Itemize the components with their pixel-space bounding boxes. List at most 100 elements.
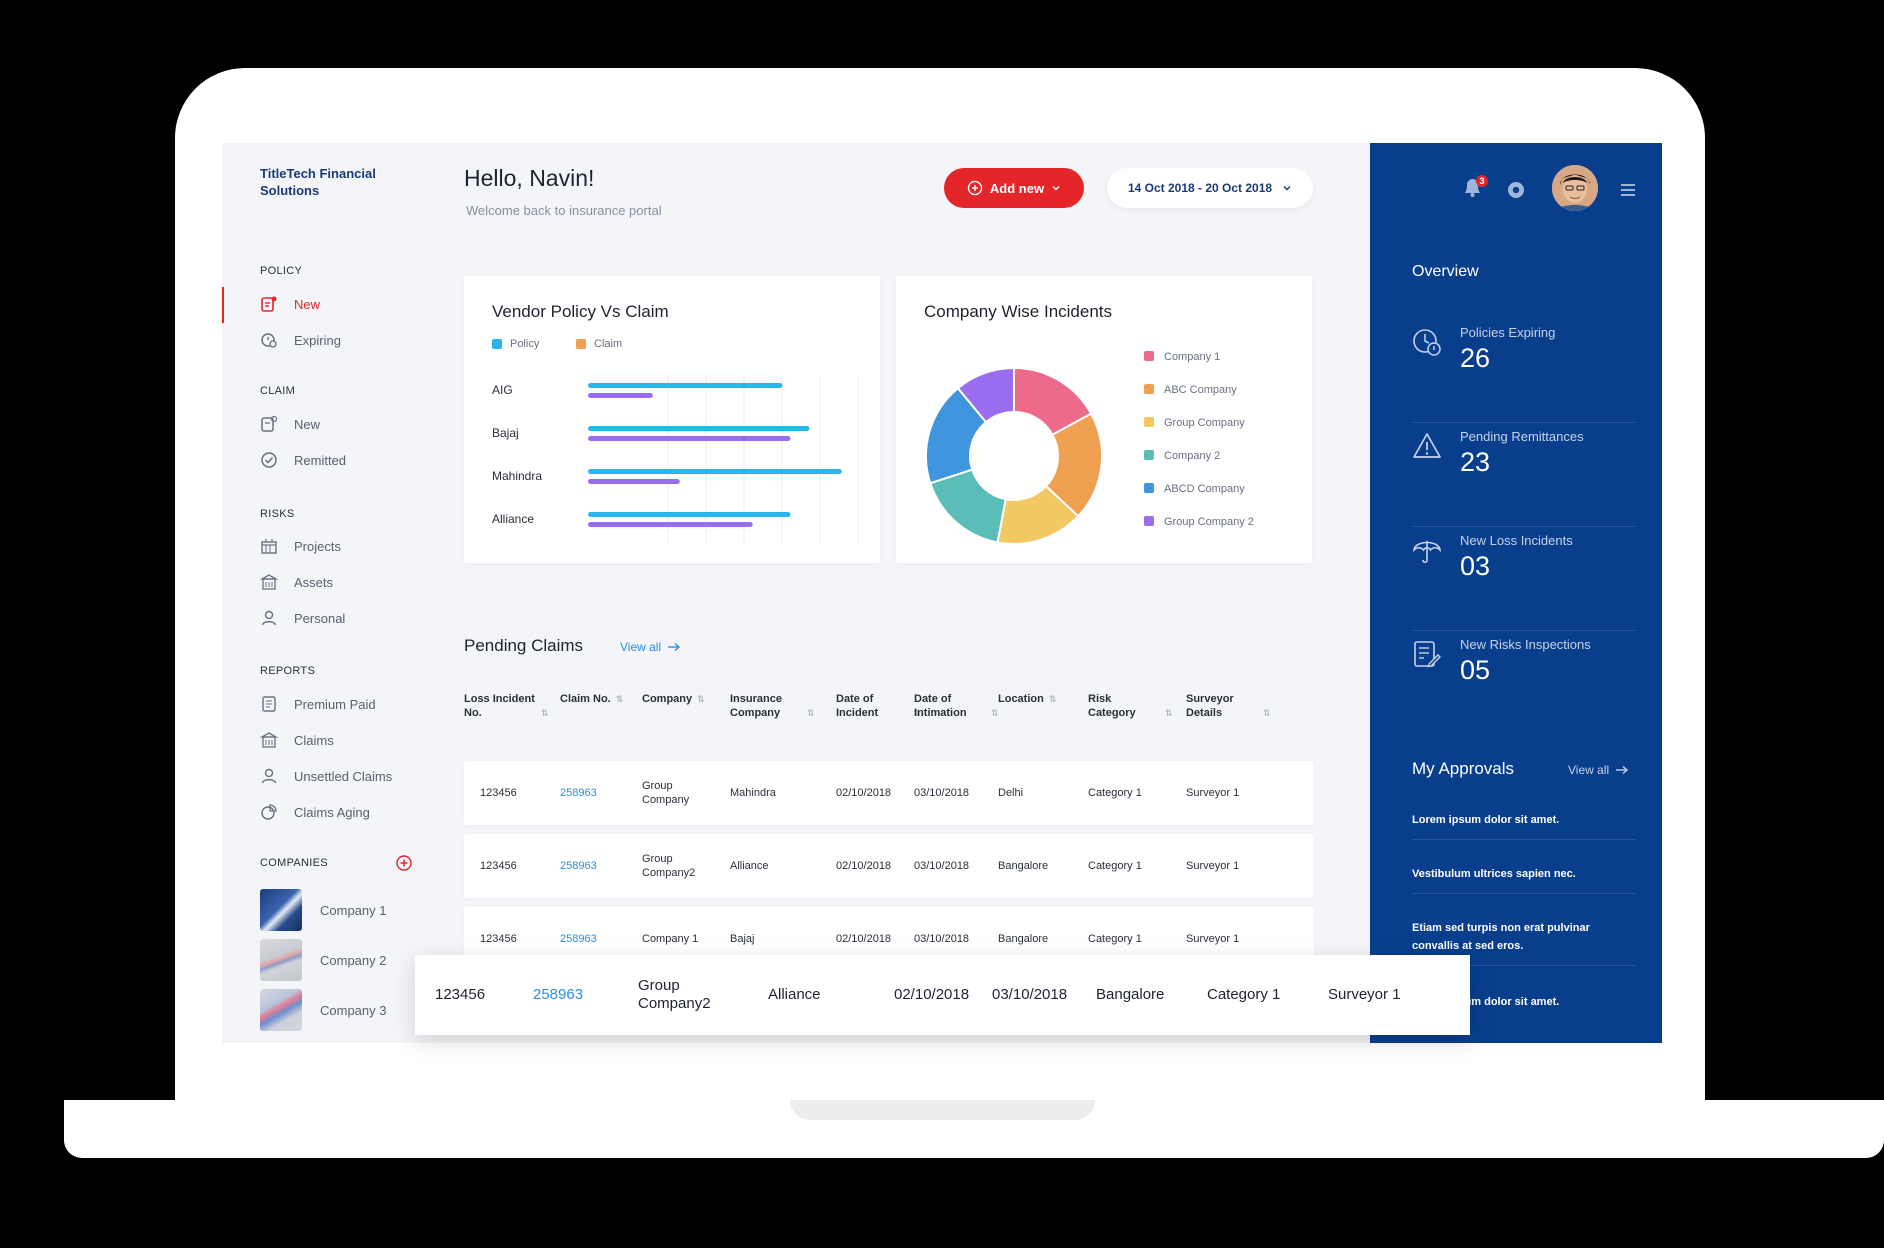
claim-number-link[interactable]: 258963 (560, 933, 597, 945)
chevron-down-icon (1052, 186, 1060, 191)
legend-swatch (492, 339, 502, 349)
sidebar-item-projects[interactable]: Projects (260, 535, 341, 557)
section-reports: REPORTS (260, 665, 316, 677)
company-item-1[interactable]: Company 1 (260, 889, 386, 931)
sort-icon: ⇅ (615, 694, 624, 704)
bar-claim-bajaj[interactable] (588, 436, 791, 441)
company-item-2[interactable]: Company 2 (260, 939, 386, 981)
legend-label: Policy (510, 338, 540, 350)
sidebar-item-personal[interactable]: Personal (260, 607, 345, 629)
sidebar-item-claim-remitted[interactable]: Remitted (260, 449, 346, 471)
column-header[interactable]: Loss Incident No. ⇅ (464, 692, 549, 720)
table-cell: Surveyor 1 (1328, 986, 1401, 1003)
bar-policy-bajaj[interactable] (588, 426, 810, 431)
sidebar-item-assets[interactable]: Assets (260, 571, 333, 593)
legend-label: Claim (594, 338, 623, 350)
stat-policies-expiring[interactable]: Policies Expiring 26 (1412, 319, 1636, 423)
bar-policy-aig[interactable] (588, 383, 783, 388)
column-header[interactable]: Insurance Company ⇅ (730, 692, 815, 720)
stat-pending-remittances[interactable]: Pending Remittances 23 (1412, 423, 1636, 527)
table-cell: Category 1 (1207, 986, 1281, 1003)
table-cell: 03/10/2018 (992, 986, 1068, 1003)
claim-number-link[interactable]: 258963 (560, 860, 597, 872)
table-cell: 03/10/2018 (914, 787, 970, 799)
bar-policy-mahindra[interactable] (588, 469, 842, 474)
column-header[interactable]: Risk Category ⇅ (1088, 692, 1173, 720)
projects-icon (260, 537, 278, 555)
column-header[interactable]: Location ⇅ (998, 692, 1056, 706)
user-avatar[interactable] (1552, 165, 1598, 211)
table-cell: Surveyor 1 (1186, 787, 1240, 799)
claim-number-link[interactable]: 258963 (560, 787, 597, 799)
bar-claim-alliance[interactable] (588, 522, 753, 527)
table-cell: Bajaj (730, 933, 755, 945)
sidebar-item-label: Premium Paid (294, 696, 376, 712)
remitted-icon (260, 451, 278, 469)
approval-item[interactable]: Etiam sed turpis non erat pulvinar conva… (1412, 919, 1636, 966)
company-logo (260, 939, 302, 981)
sidebar-item-claims[interactable]: Claims (260, 729, 334, 751)
settings-button[interactable] (1506, 180, 1526, 205)
legend-label: Company 2 (1164, 450, 1220, 462)
bar-claim-mahindra[interactable] (588, 479, 680, 484)
table-cell: Group Company2 (638, 977, 711, 1012)
company-name: Company 2 (320, 952, 387, 968)
stat-new-risks-inspections[interactable]: New Risks Inspections 05 (1412, 631, 1636, 735)
table-cell: Company 1 (642, 933, 699, 945)
table-row[interactable]: 123456 258963 Group Company Mahindra 02/10/2… (464, 761, 1314, 825)
bar-claim-aig[interactable] (588, 393, 653, 398)
stat-value: 23 (1460, 447, 1491, 477)
highlighted-claim-row[interactable]: 123456 258963 Group Company2 Alliance 02/10/… (415, 955, 1470, 1035)
column-header[interactable]: Claim No. ⇅ (560, 692, 623, 706)
table-cell: Delhi (998, 787, 1024, 799)
sidebar-item-premium-paid[interactable]: Premium Paid (260, 693, 376, 715)
assets-icon (260, 573, 278, 591)
approvals-view-all[interactable]: View all (1568, 763, 1629, 777)
column-header[interactable]: Surveyor Details ⇅ (1186, 692, 1271, 720)
date-range-picker[interactable]: 14 Oct 2018 - 20 Oct 2018 (1107, 168, 1313, 208)
column-header[interactable]: Date of Incident ⇅ (836, 692, 921, 720)
approval-item[interactable]: Lorem ipsum dolor sit amet. (1412, 811, 1636, 840)
stat-label: Pending Remittances (1460, 429, 1584, 444)
date-range-label: 14 Oct 2018 - 20 Oct 2018 (1127, 181, 1273, 195)
table-cell: Group Company (642, 780, 690, 806)
stat-value: 26 (1460, 343, 1491, 373)
column-header[interactable]: Company ⇅ (642, 692, 705, 706)
notifications-button[interactable]: 3 (1462, 175, 1490, 206)
app-screen: TitleTech Financial Solutions POLICY New… (222, 143, 1662, 1043)
sort-icon: ⇅ (913, 708, 921, 718)
sidebar: TitleTech Financial Solutions POLICY New… (222, 143, 452, 1043)
view-all-label: View all (1568, 763, 1610, 777)
add-new-button[interactable]: Add new (944, 168, 1084, 208)
add-company-button[interactable] (396, 855, 412, 871)
bar-policy-alliance[interactable] (588, 512, 791, 517)
policy-expiring-icon (260, 331, 278, 349)
overview-panel: 3 (1370, 143, 1662, 1043)
claim-new-icon (260, 415, 278, 433)
pending-claims-view-all[interactable]: View all (620, 640, 681, 654)
column-header[interactable]: Date of Intimation ⇅ (914, 692, 999, 720)
menu-button[interactable] (1620, 183, 1636, 202)
sidebar-item-claim-new[interactable]: New (260, 413, 320, 435)
overview-title: Overview (1412, 263, 1479, 280)
sort-icon: ⇅ (541, 708, 549, 718)
sidebar-item-claims-aging[interactable]: Claims Aging (260, 801, 370, 823)
brand-name: TitleTech Financial Solutions (260, 166, 376, 198)
sidebar-item-policy-expiring[interactable]: Expiring (260, 329, 341, 351)
sort-icon: ⇅ (991, 708, 999, 718)
table-row[interactable]: 123456 258963 Group Company2 Alliance 02/10/… (464, 834, 1314, 898)
table-cell: Surveyor 1 (1186, 860, 1240, 872)
donut-slice-group-company-2[interactable] (956, 366, 1015, 424)
legend-label: Company 1 (1164, 351, 1220, 363)
table-cell: 03/10/2018 (914, 860, 970, 872)
column-header-label: Claim No. (560, 693, 611, 705)
company-item-3[interactable]: Company 3 (260, 989, 386, 1031)
sidebar-item-policy-new[interactable]: New (260, 293, 320, 315)
sort-icon: ⇅ (1165, 708, 1173, 718)
approval-item[interactable]: Vestibulum ultrices sapien nec. (1412, 865, 1636, 894)
column-header-label: Date of Incident (836, 693, 879, 719)
claim-number-link[interactable]: 258963 (533, 986, 584, 1003)
table-cell: 03/10/2018 (914, 933, 970, 945)
stat-new-loss-incidents[interactable]: New Loss Incidents 03 (1412, 527, 1636, 631)
sidebar-item-unsettled-claims[interactable]: Unsettled Claims (260, 765, 392, 787)
